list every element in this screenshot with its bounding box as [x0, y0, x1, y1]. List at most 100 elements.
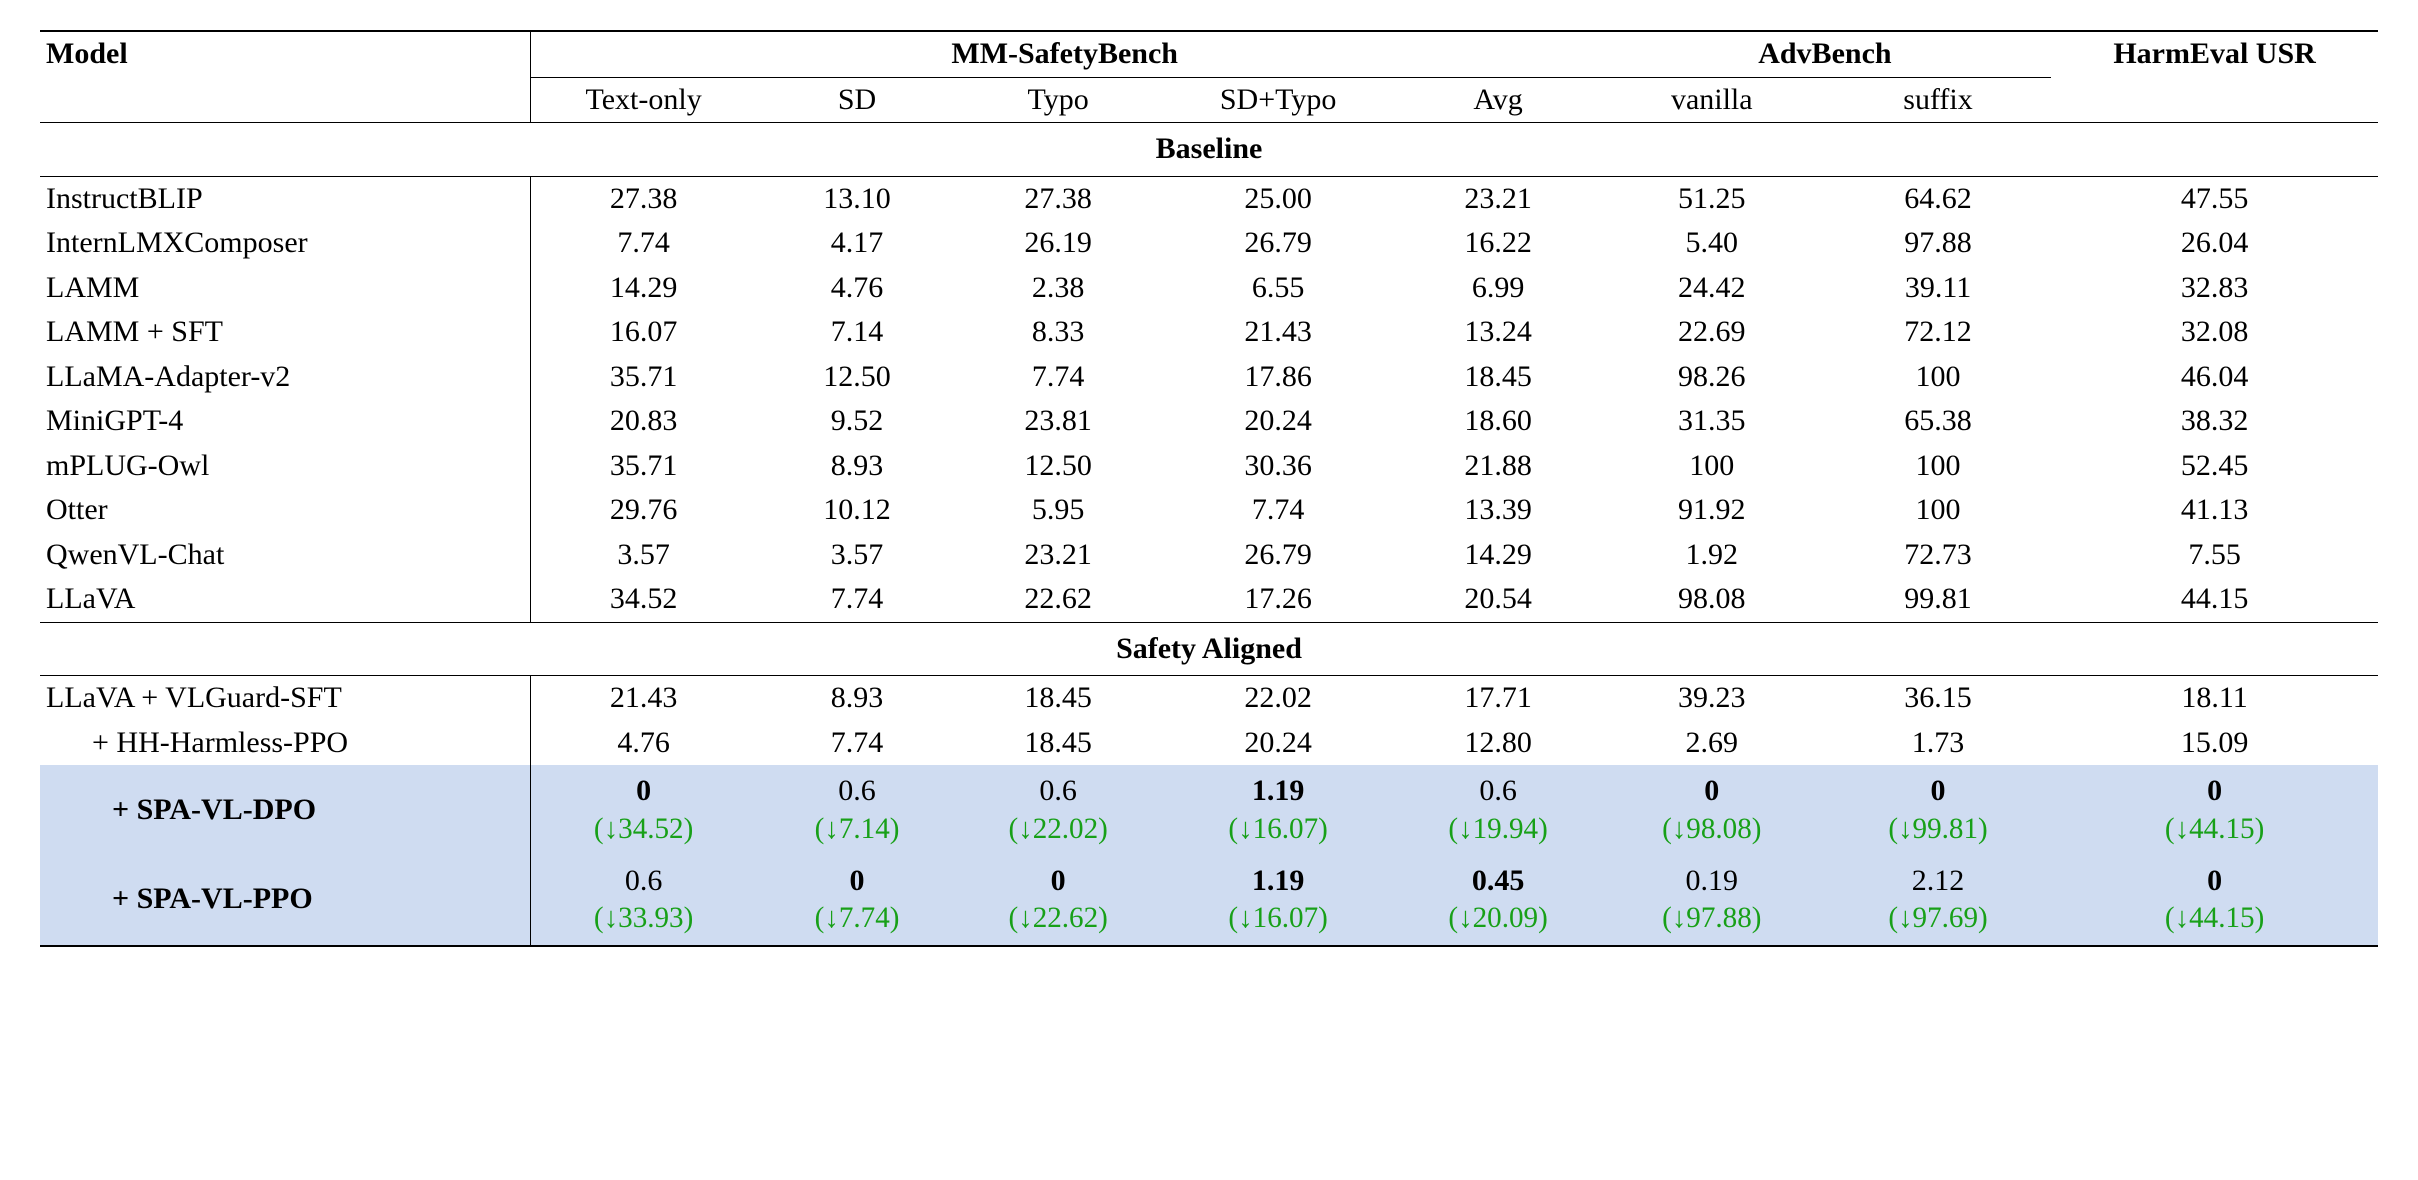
- value-cell: 91.92: [1599, 488, 1825, 533]
- value-cell: 5.95: [958, 488, 1159, 533]
- table-row: LLaVA34.527.7422.6217.2620.5498.0899.814…: [40, 577, 2378, 622]
- value-cell: 65.38: [1825, 399, 2051, 444]
- value-cell: 1.19(↓16.07): [1159, 765, 1398, 855]
- value-cell: 0.6(↓33.93): [530, 855, 756, 946]
- value-delta: (↓19.94): [1404, 810, 1593, 849]
- value-cell: 41.13: [2051, 488, 2378, 533]
- value-cell: 17.71: [1398, 676, 1599, 721]
- value-cell: 14.29: [530, 266, 756, 311]
- value-cell: 14.29: [1398, 533, 1599, 578]
- header-vanilla: vanilla: [1599, 77, 1825, 123]
- table-row: + SPA-VL-DPO0(↓34.52)0.6(↓7.14)0.6(↓22.0…: [40, 765, 2378, 855]
- value-cell: 100: [1825, 355, 2051, 400]
- value-cell: 20.83: [530, 399, 756, 444]
- value-cell: 9.52: [756, 399, 957, 444]
- value-cell: 16.22: [1398, 221, 1599, 266]
- value-cell: 100: [1825, 488, 2051, 533]
- value-cell: 23.21: [958, 533, 1159, 578]
- table-row: InstructBLIP27.3813.1027.3825.0023.2151.…: [40, 176, 2378, 221]
- model-cell: + SPA-VL-PPO: [40, 855, 530, 946]
- value-cell: 39.23: [1599, 676, 1825, 721]
- value-cell: 23.21: [1398, 176, 1599, 221]
- value-cell: 100: [1599, 444, 1825, 489]
- value-cell: 6.99: [1398, 266, 1599, 311]
- value-cell: 8.33: [958, 310, 1159, 355]
- table-row: LLaMA-Adapter-v235.7112.507.7417.8618.45…: [40, 355, 2378, 400]
- value-cell: 13.10: [756, 176, 957, 221]
- value-delta: (↓99.81): [1831, 810, 2045, 849]
- value-top: 0: [2057, 771, 2372, 812]
- header-typo: Typo: [958, 77, 1159, 123]
- value-cell: 64.62: [1825, 176, 2051, 221]
- value-top: 0: [964, 861, 1153, 902]
- table-row: Otter29.7610.125.957.7413.3991.9210041.1…: [40, 488, 2378, 533]
- model-cell: QwenVL-Chat: [40, 533, 530, 578]
- table-row: LAMM14.294.762.386.556.9924.4239.1132.83: [40, 266, 2378, 311]
- value-cell: 36.15: [1825, 676, 2051, 721]
- value-delta: (↓20.09): [1404, 899, 1593, 938]
- value-top: 0: [1605, 771, 1819, 812]
- value-cell: 18.45: [958, 676, 1159, 721]
- value-cell: 26.79: [1159, 533, 1398, 578]
- value-cell: 29.76: [530, 488, 756, 533]
- header-row-1: Model MM-SafetyBench AdvBench HarmEval U…: [40, 31, 2378, 77]
- header-harmeval: HarmEval USR: [2051, 31, 2378, 77]
- table-row: mPLUG-Owl35.718.9312.5030.3621.881001005…: [40, 444, 2378, 489]
- value-cell: 17.26: [1159, 577, 1398, 622]
- section-safety-label: Safety Aligned: [40, 622, 2378, 676]
- value-cell: 7.14: [756, 310, 957, 355]
- value-cell: 10.12: [756, 488, 957, 533]
- value-cell: 52.45: [2051, 444, 2378, 489]
- value-cell: 98.26: [1599, 355, 1825, 400]
- value-delta: (↓7.74): [762, 899, 951, 938]
- value-top: 1.19: [1165, 771, 1392, 812]
- header-model: Model: [40, 31, 530, 77]
- value-cell: 0.19(↓97.88): [1599, 855, 1825, 946]
- value-cell: 8.93: [756, 676, 957, 721]
- value-top: 0.6: [964, 771, 1153, 812]
- value-cell: 3.57: [530, 533, 756, 578]
- value-cell: 4.76: [530, 721, 756, 766]
- value-cell: 32.08: [2051, 310, 2378, 355]
- value-top: 0: [762, 861, 951, 902]
- value-delta: (↓22.62): [964, 899, 1153, 938]
- value-cell: 20.54: [1398, 577, 1599, 622]
- value-top: 0: [1831, 771, 2045, 812]
- value-cell: 4.17: [756, 221, 957, 266]
- value-cell: 0(↓98.08): [1599, 765, 1825, 855]
- section-safety: Safety Aligned: [40, 622, 2378, 676]
- value-delta: (↓44.15): [2057, 899, 2372, 938]
- header-suffix: suffix: [1825, 77, 2051, 123]
- value-top: 0.19: [1605, 861, 1819, 902]
- value-cell: 7.74: [1159, 488, 1398, 533]
- value-cell: 18.45: [958, 721, 1159, 766]
- header-advbench: AdvBench: [1599, 31, 2052, 77]
- value-cell: 26.79: [1159, 221, 1398, 266]
- value-cell: 22.02: [1159, 676, 1398, 721]
- value-cell: 3.57: [756, 533, 957, 578]
- value-cell: 1.19(↓16.07): [1159, 855, 1398, 946]
- value-cell: 72.73: [1825, 533, 2051, 578]
- value-cell: 22.62: [958, 577, 1159, 622]
- value-cell: 7.74: [756, 721, 957, 766]
- value-top: 1.19: [1165, 861, 1392, 902]
- value-cell: 7.74: [530, 221, 756, 266]
- model-cell: LAMM + SFT: [40, 310, 530, 355]
- model-cell: LLaVA: [40, 577, 530, 622]
- value-cell: 18.60: [1398, 399, 1599, 444]
- value-cell: 1.92: [1599, 533, 1825, 578]
- value-cell: 2.69: [1599, 721, 1825, 766]
- value-cell: 20.24: [1159, 399, 1398, 444]
- value-cell: 0(↓99.81): [1825, 765, 2051, 855]
- model-cell: + HH-Harmless-PPO: [40, 721, 530, 766]
- value-cell: 0(↓22.62): [958, 855, 1159, 946]
- value-cell: 26.04: [2051, 221, 2378, 266]
- value-cell: 16.07: [530, 310, 756, 355]
- model-cell: LLaMA-Adapter-v2: [40, 355, 530, 400]
- value-cell: 7.55: [2051, 533, 2378, 578]
- table-row: InternLMXComposer7.744.1726.1926.7916.22…: [40, 221, 2378, 266]
- value-top: 0.6: [762, 771, 951, 812]
- value-delta: (↓33.93): [537, 899, 751, 938]
- value-cell: 12.50: [756, 355, 957, 400]
- header-avg: Avg: [1398, 77, 1599, 123]
